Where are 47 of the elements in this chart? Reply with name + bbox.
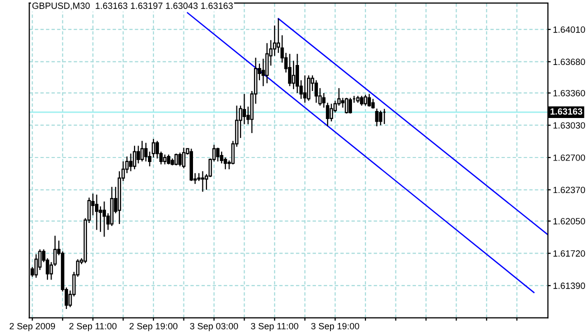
candlestick [288, 53, 292, 87]
candlestick [371, 98, 375, 110]
candlestick [178, 152, 182, 167]
x-tick-label: 2 Sep 11:00 [69, 322, 117, 332]
candlestick [216, 147, 220, 162]
y-tick-label: 1.62700 [553, 154, 586, 161]
candlestick [94, 194, 98, 230]
candlestick [265, 42, 269, 84]
y-tick-label: 1.63680 [553, 58, 586, 66]
x-tick-label: 3 Sep 19:00 [311, 322, 360, 332]
y-tick-label: 1.62050 [553, 218, 586, 224]
candlestick [129, 153, 132, 172]
y-tick-label: 1.63360 [553, 90, 586, 96]
y-tick-label: 1.61720 [553, 250, 586, 257]
candlestick [34, 254, 38, 278]
y-tick-label: 1.63030 [553, 122, 586, 129]
candlestick [314, 80, 318, 104]
candlestick [174, 153, 178, 166]
candlestick [200, 170, 204, 192]
candlestick [140, 140, 144, 162]
candlestick [166, 154, 170, 165]
y-tick-label: 1.61390 [553, 282, 586, 289]
candlestick [378, 110, 382, 126]
candlestick [98, 206, 102, 232]
candlestick [368, 93, 371, 108]
y-tick-label: 1.64010 [553, 26, 586, 33]
ref-line-label: 1.63163 [550, 108, 582, 115]
candlestick [375, 108, 378, 127]
candlestick [348, 97, 352, 114]
candlestick [306, 74, 310, 102]
x-tick-label: 2 Sep 19:00 [130, 322, 178, 332]
candlestick [102, 200, 106, 238]
candlestick [364, 94, 368, 106]
x-tick-label: 2 Sep 2009 [10, 322, 55, 332]
chart-title: GBPUSD,M30 1.63163 1.63197 1.63043 1.63163 [32, 2, 233, 10]
y-tick-label: 1.62370 [553, 186, 586, 194]
candlestick [136, 145, 140, 164]
candlestick [330, 103, 334, 122]
x-tick-label: 3 Sep 11:00 [250, 322, 298, 332]
candlestick [132, 145, 136, 170]
x-tick-label: 3 Sep 03:00 [190, 322, 238, 332]
candlestick [292, 60, 296, 90]
candlestick [303, 74, 307, 104]
candlestick [163, 154, 167, 165]
candlestick [242, 93, 246, 125]
candlestick [360, 95, 364, 106]
candlestick [182, 147, 186, 169]
